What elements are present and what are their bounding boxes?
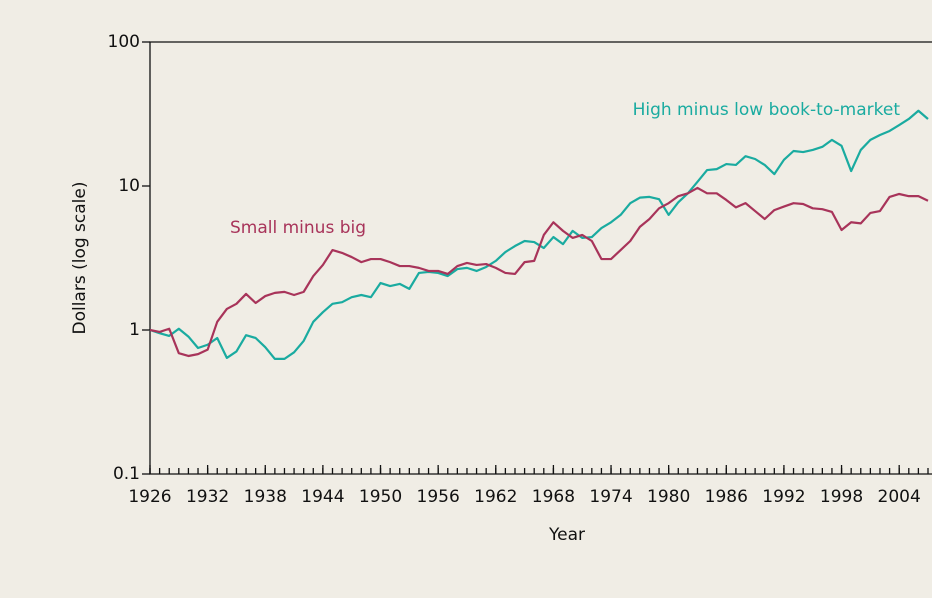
y-tick-label: 10 [118,176,140,196]
x-tick-label: 1938 [244,487,287,507]
x-tick-label: 1998 [820,487,863,507]
x-tick-label: 1950 [359,487,402,507]
axis-line [149,41,932,475]
y-axis-label: Dollars (log scale) [70,182,90,335]
x-tick-label: 1968 [532,487,575,507]
x-axis-label: Year [548,525,585,545]
x-tick-label: 1986 [705,487,748,507]
series-line [149,186,929,358]
x-tick-label: 1932 [186,487,229,507]
y-tick-label: 100 [108,32,140,52]
x-tick-label: 1992 [762,487,805,507]
y-tick-label: 1 [129,320,140,340]
series-label: High minus low book-to-market [633,100,901,120]
x-tick-label: 1980 [647,487,690,507]
x-tick-label: 2004 [878,487,921,507]
series-label: Small minus big [230,218,366,238]
x-tick-label: 1962 [474,487,517,507]
x-tick-label: 1956 [417,487,460,507]
x-tick-label: 1926 [128,487,171,507]
x-tick-label: 1974 [589,487,632,507]
y-tick-label: 0.1 [113,464,140,484]
x-tick-label: 1944 [301,487,344,507]
